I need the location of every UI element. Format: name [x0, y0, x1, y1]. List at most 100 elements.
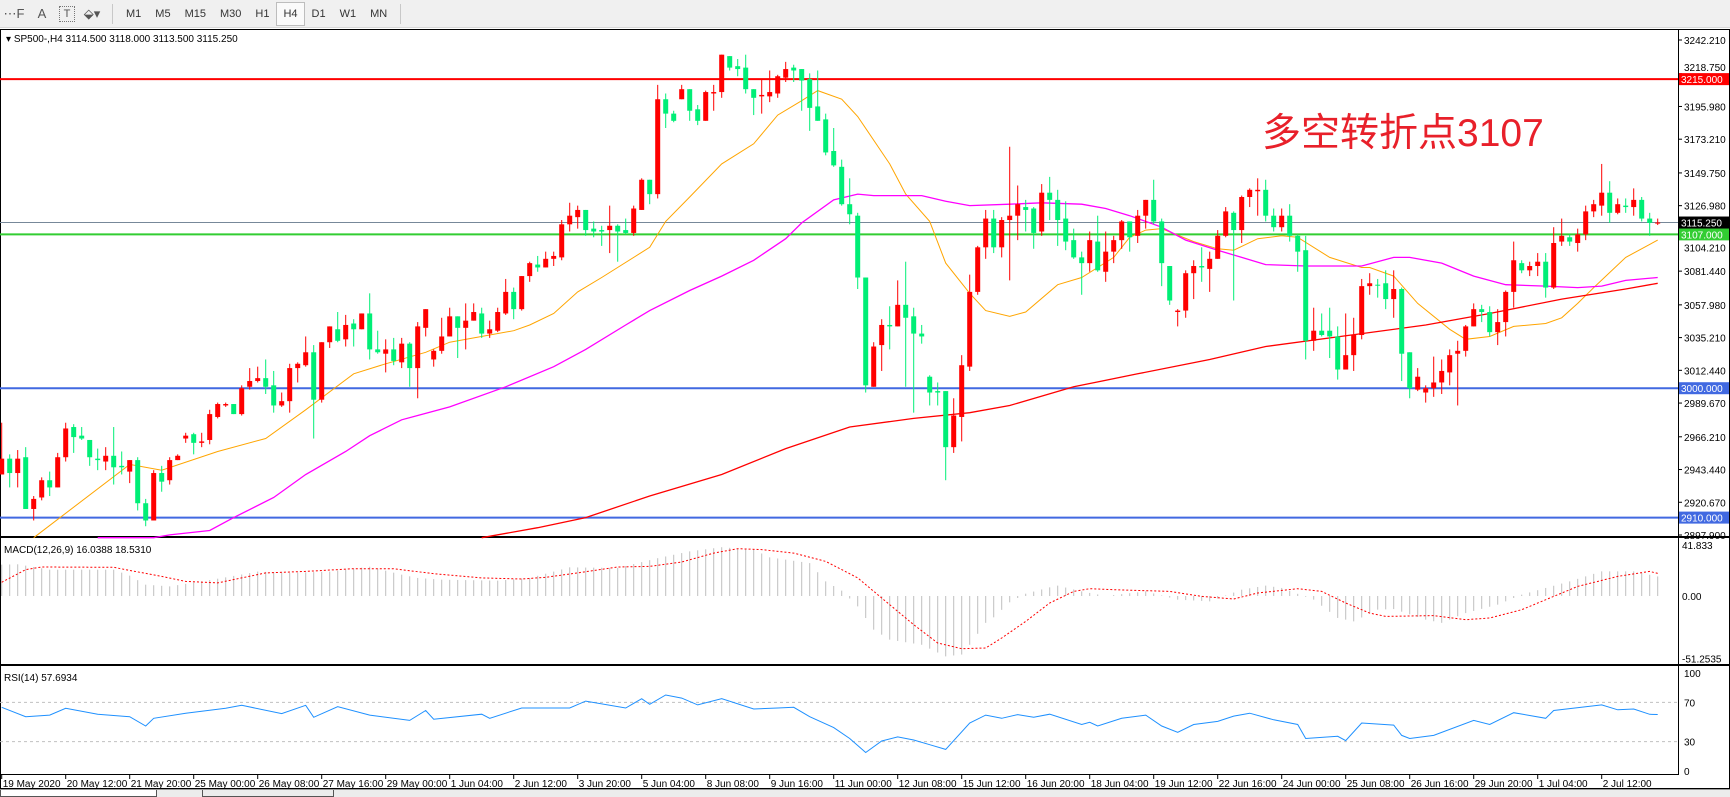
candle-body: [63, 428, 69, 458]
candle: [1519, 260, 1525, 274]
candle-body: [799, 69, 805, 81]
candle-body: [1311, 330, 1317, 341]
candle-body: [1519, 263, 1525, 271]
timeframe-m15[interactable]: M15: [184, 7, 206, 20]
candle: [903, 261, 909, 387]
candle-body: [1479, 309, 1485, 313]
candle: [1431, 356, 1437, 397]
timeframe-m5[interactable]: M5: [155, 7, 171, 20]
candle-body: [1335, 336, 1341, 370]
candle: [1223, 207, 1229, 238]
candle: [1599, 163, 1605, 216]
candle-body: [535, 264, 541, 268]
candle: [103, 447, 109, 471]
candle-body: [959, 365, 965, 417]
timeframe-d1[interactable]: D1: [311, 7, 326, 20]
candle-body: [1247, 189, 1253, 198]
timeframe-h4[interactable]: H4: [276, 1, 305, 26]
candle-body: [1191, 266, 1197, 274]
candle-body: [1151, 199, 1157, 222]
text-icon[interactable]: A: [37, 6, 47, 21]
candle: [1239, 195, 1245, 244]
candle: [1039, 184, 1045, 236]
candle-body: [791, 67, 797, 71]
candle-body: [951, 415, 957, 448]
candle: [575, 205, 581, 229]
timeframe-m30[interactable]: M30: [219, 7, 242, 20]
candle-body: [31, 498, 37, 509]
grid-fibo-icon[interactable]: ⋯F: [3, 5, 25, 21]
candle: [1479, 304, 1485, 323]
candle: [671, 110, 677, 123]
candle-body: [543, 258, 549, 268]
time-axis-label: 19 May 2020: [3, 779, 61, 789]
candle: [1175, 309, 1181, 327]
candle-body: [983, 218, 989, 248]
candle-body: [1631, 199, 1637, 208]
candle: [959, 355, 965, 442]
price-chart[interactable]: 3242.210 3218.750 3195.980 3173.210 3149.750…: [0, 28, 1730, 789]
horizontal-levels[interactable]: [0, 78, 1678, 519]
candle-body: [279, 401, 285, 406]
text-label-icon[interactable]: T: [59, 5, 75, 22]
candle: [911, 307, 917, 413]
candle: [527, 261, 533, 282]
time-axis-label: 16 Jun 20:00: [1027, 779, 1085, 789]
chart-toolbar: ⋯F A T ⬙▾ M1 M5 M15 M30 H1 H4 D1 W1 MN: [0, 0, 1730, 28]
time-axis-label: 20 May 12:00: [67, 779, 128, 789]
candle-body: [351, 323, 357, 330]
candle: [1263, 179, 1269, 222]
candle-body: [911, 316, 917, 334]
candle-body: [1111, 240, 1117, 252]
candle: [263, 359, 269, 394]
candle-body: [519, 276, 525, 310]
candle: [175, 454, 181, 461]
candle-body: [735, 66, 741, 70]
candle-body: [255, 378, 261, 382]
candle-body: [615, 225, 621, 232]
candle: [311, 345, 317, 439]
price-tag: [1679, 228, 1729, 241]
candle-body: [487, 329, 493, 334]
timeframe-h1[interactable]: H1: [255, 7, 270, 20]
candle: [455, 316, 461, 359]
candle-body: [1511, 260, 1517, 292]
candle: [1647, 212, 1653, 236]
candle: [55, 452, 61, 488]
candle: [247, 368, 253, 390]
rsi-label: RSI(14) 57.6934: [4, 673, 78, 684]
candle-body: [319, 342, 325, 400]
time-axis-label: 25 Jun 08:00: [1347, 779, 1405, 789]
price-axis-label: 2897.900: [1684, 531, 1726, 542]
time-axis-label: 8 Jun 08:00: [707, 779, 760, 789]
candle: [1295, 234, 1301, 272]
candle: [751, 89, 757, 116]
candle-body: [111, 455, 117, 468]
candle-body: [647, 179, 653, 195]
candle: [319, 342, 325, 403]
candle: [567, 202, 573, 232]
candle: [7, 454, 13, 488]
candle: [1191, 260, 1197, 300]
candle-body: [839, 166, 845, 205]
candle: [271, 370, 277, 413]
candle: [119, 451, 125, 475]
timeframe-mn[interactable]: MN: [370, 7, 388, 20]
candle-body: [1135, 215, 1141, 236]
candle: [791, 64, 797, 82]
timeframe-m1[interactable]: M1: [126, 7, 142, 20]
time-axis-label: 19 Jun 12:00: [1155, 779, 1213, 789]
shapes-dropdown-icon[interactable]: ⬙▾: [83, 5, 101, 21]
candle: [783, 61, 789, 82]
candle-body: [823, 119, 829, 153]
timeframe-w1[interactable]: W1: [339, 7, 357, 20]
candle-body: [775, 76, 781, 94]
chart-frame: [0, 29, 1730, 789]
candle: [471, 303, 477, 321]
candle-body: [1383, 283, 1389, 300]
candle: [1607, 181, 1613, 223]
candle-body: [831, 151, 837, 166]
candle: [1087, 231, 1093, 272]
time-axis-label: 12 Jun 08:00: [899, 779, 957, 789]
candle-body: [1175, 310, 1181, 313]
